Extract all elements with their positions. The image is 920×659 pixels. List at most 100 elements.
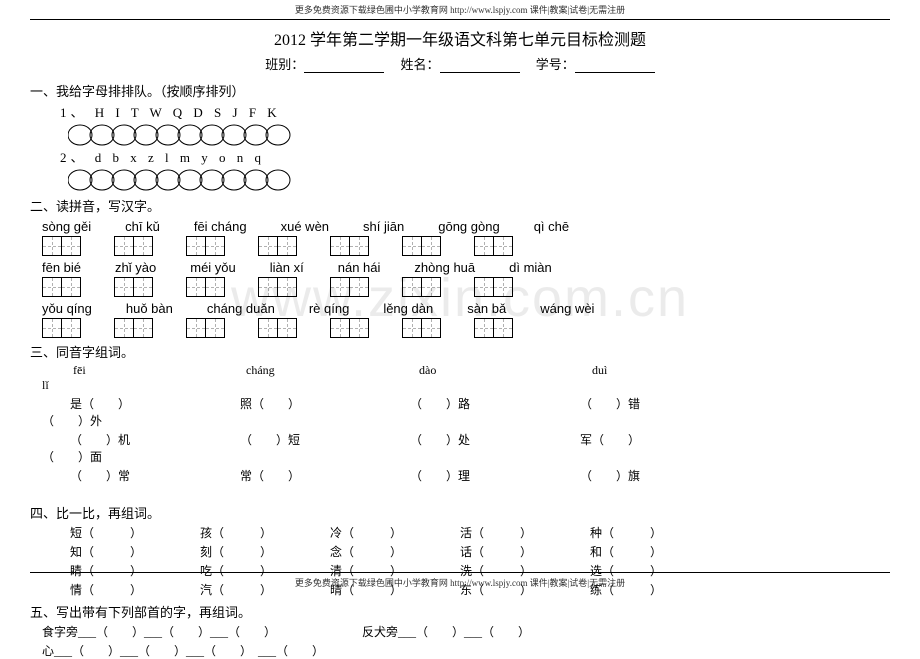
s1-row2-label: 2、 bbox=[60, 150, 88, 165]
pinyin-word: nán hái bbox=[338, 260, 381, 275]
blank-name[interactable] bbox=[440, 59, 520, 73]
fill-blank[interactable]: 种（ ） bbox=[590, 524, 720, 541]
exam-title: 2012 学年第二学期一年级语文科第七单元目标检测题 bbox=[30, 26, 890, 50]
tianzi-pair[interactable] bbox=[402, 277, 440, 297]
s1-ovals-2 bbox=[68, 168, 890, 192]
tianzi-pair[interactable] bbox=[42, 236, 80, 256]
fill-blank[interactable]: （ ）处 bbox=[410, 431, 580, 448]
fill-blank[interactable]: 短（ ） bbox=[70, 524, 200, 541]
tianzi-pair[interactable] bbox=[186, 318, 224, 338]
fill-blank[interactable]: （ ）短 bbox=[240, 431, 410, 448]
tianzi-pair[interactable] bbox=[42, 318, 80, 338]
pinyin-word: zhòng huā bbox=[414, 260, 475, 275]
pinyin-word: wáng wèi bbox=[540, 301, 594, 316]
pinyin-word: gōng gòng bbox=[438, 219, 499, 234]
fill-blank[interactable]: 知（ ） bbox=[70, 543, 200, 560]
pinyin-word: qì chē bbox=[534, 219, 569, 234]
tianzi-pair[interactable] bbox=[474, 277, 512, 297]
s5-l1a[interactable]: 食字旁___（ ）___（ ）___（ ） bbox=[42, 625, 276, 639]
s1-row2-letters: d b x z l m y o n q bbox=[95, 150, 265, 165]
fill-blank[interactable]: （ ）面 bbox=[42, 448, 212, 465]
s3-lines: 是（ ）照（ ）（ ）路（ ）错 （ ）外 （ ）机（ ）短（ ）处军（ ） （ ）面… bbox=[30, 395, 890, 499]
tianzi-pair[interactable] bbox=[186, 277, 224, 297]
pinyin-word: huǒ bàn bbox=[126, 301, 173, 316]
pinyin-word: sòng gěi bbox=[42, 219, 91, 234]
pinyin-word: zhǐ yào bbox=[115, 260, 156, 275]
fill-blank[interactable]: 照（ ） bbox=[240, 395, 410, 412]
s3-heads: fēi cháng dào duì lǐ bbox=[42, 363, 890, 393]
tianzi-pair[interactable] bbox=[330, 236, 368, 256]
pinyin-word: sàn bǎ bbox=[467, 301, 506, 316]
tianzi-pair[interactable] bbox=[330, 318, 368, 338]
tianzi-pair[interactable] bbox=[42, 277, 80, 297]
s5-l2[interactable]: 心___（ ）___（ ）___（ ） ___（ ） bbox=[42, 642, 890, 659]
s1-ovals-1 bbox=[68, 123, 890, 147]
s3-h3: duì bbox=[592, 363, 762, 378]
s1-row1-label: 1、 bbox=[60, 105, 88, 120]
content: 2012 学年第二学期一年级语文科第七单元目标检测题 班别： 姓名： 学号： 一… bbox=[0, 26, 920, 659]
tianzi-pair[interactable] bbox=[258, 236, 296, 256]
fill-blank[interactable]: 刻（ ） bbox=[200, 543, 330, 560]
tianzi-pair[interactable] bbox=[474, 236, 512, 256]
fill-blank[interactable]: （ ）路 bbox=[410, 395, 580, 412]
page-footer: 更多免费资源下载绿色圃中小学教育网 http://www.lspjy.com 课… bbox=[30, 572, 890, 592]
s4-title: 四、比一比，再组词。 bbox=[30, 503, 890, 522]
fill-blank[interactable]: 活（ ） bbox=[460, 524, 590, 541]
pinyin-word: méi yǒu bbox=[190, 260, 236, 275]
fill-blank[interactable]: （ ）错 bbox=[580, 395, 750, 412]
tianzi-pair[interactable] bbox=[258, 318, 296, 338]
tianzi-pair[interactable] bbox=[114, 277, 152, 297]
pinyin-word: shí jiān bbox=[363, 219, 404, 234]
pinyin-word: fēn bié bbox=[42, 260, 81, 275]
fill-blank[interactable]: 是（ ） bbox=[70, 395, 240, 412]
s2-container: sòng gěi chī kǔ fēi cháng xué wèn shí jiān gō… bbox=[30, 219, 890, 338]
s1-row1-letters: H I T W Q D S J F K bbox=[95, 105, 281, 120]
pinyin-word: dì miàn bbox=[509, 260, 552, 275]
fill-blank[interactable]: （ ）常 bbox=[70, 467, 240, 484]
s3-line: 是（ ）照（ ）（ ）路（ ）错 （ ）外 bbox=[42, 395, 890, 429]
s3-line: （ ）机（ ）短（ ）处军（ ） （ ）面 bbox=[42, 431, 890, 465]
s3-h4: lǐ bbox=[42, 378, 212, 393]
pinyin-word: rè qíng bbox=[309, 301, 349, 316]
fill-blank[interactable]: （ ）理 bbox=[410, 467, 580, 484]
tianzi-pair[interactable] bbox=[258, 277, 296, 297]
s5-title: 五、写出带有下列部首的字，再组词。 bbox=[30, 602, 890, 621]
fill-blank[interactable]: 话（ ） bbox=[460, 543, 590, 560]
blank-num[interactable] bbox=[575, 59, 655, 73]
fill-blank[interactable]: （ ）外 bbox=[42, 412, 212, 429]
tianzi-pair[interactable] bbox=[402, 318, 440, 338]
label-name: 姓名： bbox=[400, 57, 439, 72]
fill-blank[interactable]: 冷（ ） bbox=[330, 524, 460, 541]
pinyin-word: fēi cháng bbox=[194, 219, 247, 234]
blank-class[interactable] bbox=[304, 59, 384, 73]
s3-h2: dào bbox=[419, 363, 589, 378]
tianzi-pair[interactable] bbox=[186, 236, 224, 256]
tianzi-pair[interactable] bbox=[402, 236, 440, 256]
pinyin-word: cháng duǎn bbox=[207, 301, 275, 316]
s5-l1: 食字旁___（ ）___（ ）___（ ） 反犬旁___（ ）___（ ） bbox=[42, 623, 890, 640]
fill-blank[interactable]: 念（ ） bbox=[330, 543, 460, 560]
tianzi-pair[interactable] bbox=[114, 236, 152, 256]
s3-h0: fēi bbox=[73, 363, 243, 378]
s3-title: 三、同音字组词。 bbox=[30, 342, 890, 361]
fill-blank[interactable]: 孩（ ） bbox=[200, 524, 330, 541]
pinyin-word: chī kǔ bbox=[125, 219, 160, 234]
fill-blank[interactable]: （ ）旗 bbox=[580, 467, 750, 484]
tianzi-pair[interactable] bbox=[114, 318, 152, 338]
fill-blank[interactable]: 常（ ） bbox=[240, 467, 410, 484]
s5-l1b[interactable]: 反犬旁___（ ）___（ ） bbox=[362, 625, 530, 639]
s2-title: 二、读拼音，写汉字。 bbox=[30, 196, 890, 215]
pinyin-word: xué wèn bbox=[281, 219, 329, 234]
info-line: 班别： 姓名： 学号： bbox=[30, 54, 890, 73]
pinyin-word: yǒu qíng bbox=[42, 301, 92, 316]
s1-title: 一、我给字母排排队。（按顺序排列） bbox=[30, 81, 890, 100]
s1-row1: 1、 H I T W Q D S J F K bbox=[60, 102, 890, 121]
pinyin-word: liàn xí bbox=[270, 260, 304, 275]
s4-line: 知（ ）刻（ ）念（ ）话（ ）和（ ） bbox=[42, 543, 890, 560]
fill-blank[interactable]: 军（ ） bbox=[580, 431, 750, 448]
fill-blank[interactable]: 和（ ） bbox=[590, 543, 720, 560]
tianzi-pair[interactable] bbox=[330, 277, 368, 297]
s3-line: （ ）常常（ ）（ ）理（ ）旗 bbox=[42, 467, 890, 499]
tianzi-pair[interactable] bbox=[474, 318, 512, 338]
fill-blank[interactable]: （ ）机 bbox=[70, 431, 240, 448]
